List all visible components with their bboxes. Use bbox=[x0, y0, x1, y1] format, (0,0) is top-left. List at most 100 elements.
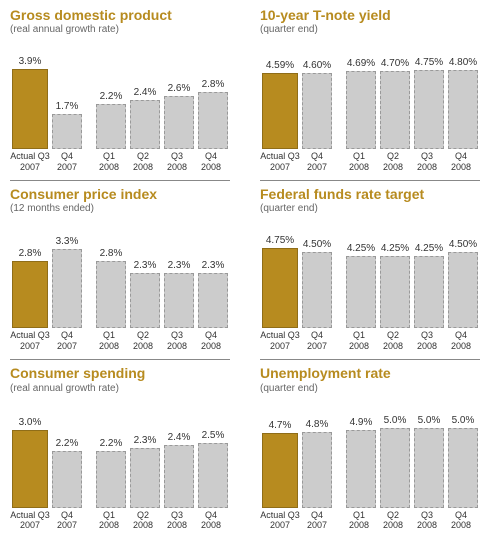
x-tick: Q42007 bbox=[50, 330, 84, 351]
bar-forecast bbox=[380, 71, 410, 149]
x-axis: Actual Q32007Q42007Q12008Q22008Q32008Q42… bbox=[10, 330, 240, 351]
bar-value-label: 2.3% bbox=[168, 260, 191, 271]
bar-group-forecast: 2.8% 2.3% 2.3% 2.3% bbox=[94, 248, 230, 328]
bar-forecast bbox=[346, 430, 376, 508]
bar-forecast bbox=[346, 71, 376, 149]
bar-forecast bbox=[198, 273, 228, 328]
bar: 2.8% bbox=[94, 248, 128, 328]
bar-value-label: 4.25% bbox=[347, 243, 375, 254]
bar: 2.6% bbox=[162, 83, 196, 149]
x-tick: Actual Q32007 bbox=[260, 510, 300, 531]
bar: 2.4% bbox=[128, 87, 162, 149]
bar-forecast bbox=[380, 256, 410, 328]
x-axis: Actual Q32007Q42007Q12008Q22008Q32008Q42… bbox=[10, 510, 240, 531]
bar-group-forecast: 4.9%5.0%5.0%5.0% bbox=[344, 415, 480, 508]
x-axis: Actual Q32007Q42007Q12008Q22008Q32008Q42… bbox=[260, 510, 490, 531]
x-tick: Actual Q32007 bbox=[10, 151, 50, 172]
bar-forecast bbox=[302, 73, 332, 149]
x-tick: Q22008 bbox=[126, 330, 160, 351]
chart-area: 3.9%1.7%2.2%2.4%2.6%2.8% bbox=[10, 39, 240, 149]
x-tick: Q32008 bbox=[410, 510, 444, 531]
panel-title: Consumer spending bbox=[10, 366, 240, 381]
row-divider bbox=[260, 359, 480, 360]
bar-actual bbox=[12, 430, 48, 508]
bar-forecast bbox=[302, 252, 332, 328]
x-tick: Q32008 bbox=[160, 510, 194, 531]
x-tick: Actual Q32007 bbox=[260, 330, 300, 351]
bar-value-label: 4.9% bbox=[350, 417, 373, 428]
bar: 4.50% bbox=[300, 239, 334, 328]
bar-value-label: 4.59% bbox=[266, 60, 294, 71]
bar: 2.2% bbox=[94, 438, 128, 508]
row-divider bbox=[10, 359, 230, 360]
bar: 4.59% bbox=[260, 60, 300, 149]
bar-value-label: 2.4% bbox=[134, 87, 157, 98]
bar-value-label: 3.3% bbox=[56, 236, 79, 247]
chart-area: 2.8% 3.3% 2.8% 2.3% 2.3% 2.3% bbox=[10, 218, 240, 328]
x-tick: Q22008 bbox=[376, 151, 410, 172]
x-tick: Q12008 bbox=[342, 151, 376, 172]
bar: 2.8% bbox=[196, 79, 230, 149]
bar: 4.60% bbox=[300, 60, 334, 149]
bar-forecast bbox=[52, 249, 82, 328]
bar-value-label: 4.70% bbox=[381, 58, 409, 69]
bar: 4.25% bbox=[344, 243, 378, 328]
bar: 2.3% bbox=[196, 260, 230, 328]
x-tick: Q32008 bbox=[410, 330, 444, 351]
x-tick: Q32008 bbox=[410, 151, 444, 172]
bar: 2.4% bbox=[162, 432, 196, 508]
bar: 3.0% bbox=[10, 417, 50, 508]
panel-subtitle: (quarter end) bbox=[260, 383, 490, 394]
panel-tnote: 10-year T-note yield(quarter end)4.59%4.… bbox=[260, 8, 490, 187]
x-tick: Q42007 bbox=[50, 510, 84, 531]
bar: 4.25% bbox=[378, 243, 412, 328]
chart-area: 4.59% 4.60% 4.69% 4.70% 4.75% 4.80% bbox=[260, 39, 490, 149]
bar: 4.7% bbox=[260, 420, 300, 508]
bar: 2.3% bbox=[128, 435, 162, 508]
bar-forecast bbox=[198, 443, 228, 508]
bar-forecast bbox=[164, 445, 194, 508]
panel-title: Gross domestic product bbox=[10, 8, 240, 23]
x-tick: Q42007 bbox=[300, 330, 334, 351]
bar: 5.0% bbox=[378, 415, 412, 508]
x-tick: Actual Q32007 bbox=[260, 151, 300, 172]
x-tick: Q42008 bbox=[194, 330, 228, 351]
bar: 4.69% bbox=[344, 58, 378, 149]
bar-actual bbox=[12, 261, 48, 328]
bar-forecast bbox=[414, 256, 444, 328]
panel-subtitle: (quarter end) bbox=[260, 24, 490, 35]
x-tick: Q42008 bbox=[194, 510, 228, 531]
x-tick: Q12008 bbox=[92, 151, 126, 172]
x-tick: Q22008 bbox=[376, 330, 410, 351]
panel-subtitle: (quarter end) bbox=[260, 203, 490, 214]
bar-value-label: 1.7% bbox=[56, 101, 79, 112]
bar-value-label: 4.75% bbox=[415, 57, 443, 68]
panel-unemp: Unemployment rate(quarter end)4.7%4.8%4.… bbox=[260, 366, 490, 536]
panel-title: Federal funds rate target bbox=[260, 187, 490, 202]
bar-value-label: 2.8% bbox=[202, 79, 225, 90]
chart-area: 4.7%4.8%4.9%5.0%5.0%5.0% bbox=[260, 398, 490, 508]
panel-subtitle: (12 months ended) bbox=[10, 203, 240, 214]
x-tick: Q12008 bbox=[92, 330, 126, 351]
x-tick: Q42008 bbox=[444, 510, 478, 531]
bar: 1.7% bbox=[50, 101, 84, 149]
bar-forecast bbox=[302, 432, 332, 508]
bar-group-forecast: 2.2%2.3%2.4%2.5% bbox=[94, 430, 230, 508]
bar: 5.0% bbox=[446, 415, 480, 508]
panel-title: 10-year T-note yield bbox=[260, 8, 490, 23]
bar: 4.70% bbox=[378, 58, 412, 149]
bar-value-label: 2.8% bbox=[100, 248, 123, 259]
bar-value-label: 4.80% bbox=[449, 57, 477, 68]
bar-forecast bbox=[448, 252, 478, 328]
bar-group-actual: 4.7%4.8% bbox=[260, 419, 334, 508]
bar-value-label: 4.25% bbox=[415, 243, 443, 254]
bar: 2.3% bbox=[128, 260, 162, 328]
panel-gdp: Gross domestic product(real annual growt… bbox=[10, 8, 240, 187]
bar-forecast bbox=[52, 114, 82, 149]
bar-value-label: 4.69% bbox=[347, 58, 375, 69]
bar-value-label: 2.3% bbox=[134, 435, 157, 446]
panel-subtitle: (real annual growth rate) bbox=[10, 383, 240, 394]
bar-forecast bbox=[346, 256, 376, 328]
bar-value-label: 4.60% bbox=[303, 60, 331, 71]
bar: 3.3% bbox=[50, 236, 84, 328]
